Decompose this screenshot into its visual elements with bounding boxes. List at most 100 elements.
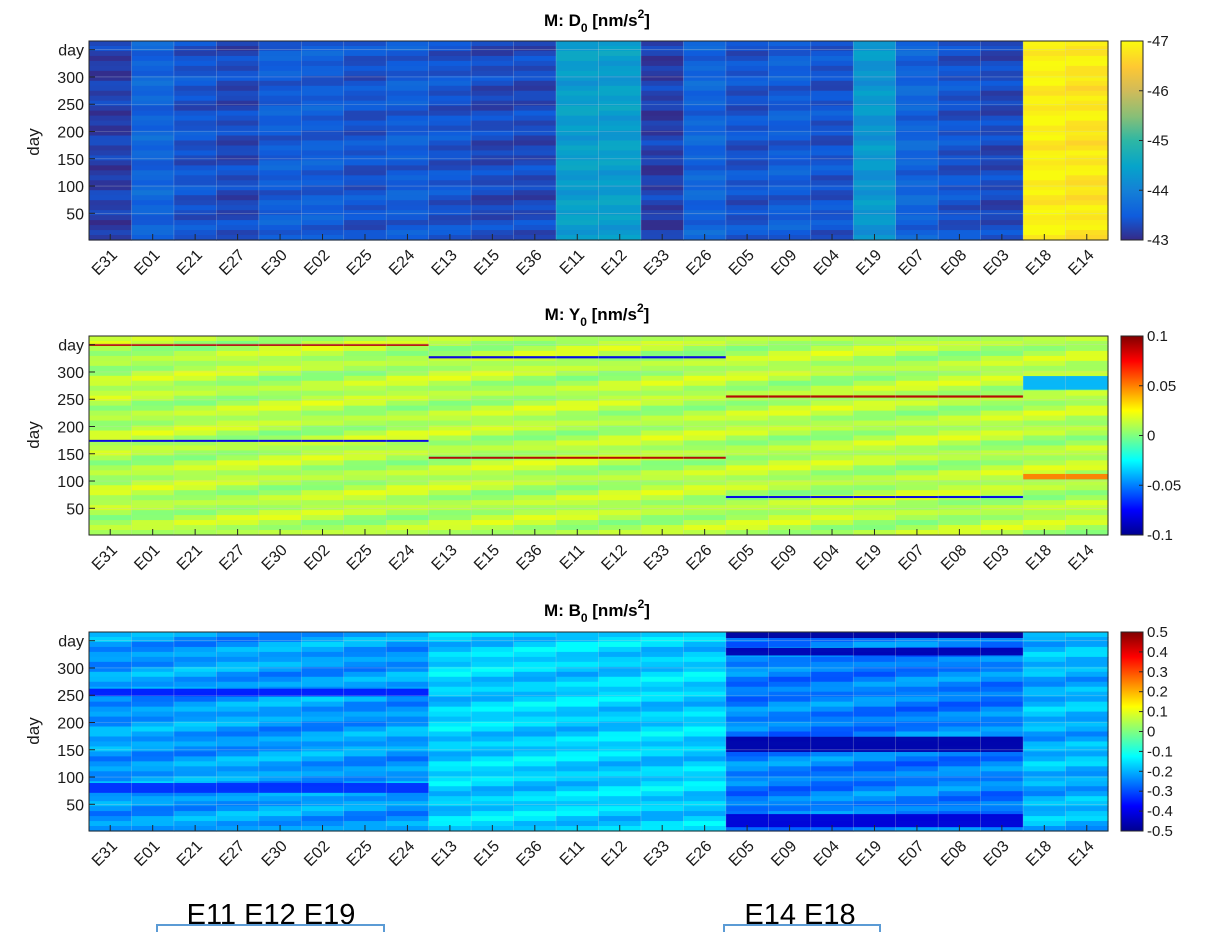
heatmap-cell [258,130,302,137]
heatmap-cell [725,120,769,127]
heatmap-cell [1065,771,1109,777]
heatmap-cell [216,375,260,382]
colorbar-tick-label: -44 [1147,182,1169,199]
heatmap-cell [683,632,727,638]
heatmap-cell [725,796,769,802]
heatmap-cell [556,425,600,432]
heatmap-cell [980,220,1024,226]
heatmap-cell [980,671,1024,678]
heatmap-cell [895,45,939,52]
heatmap-cell [895,490,939,496]
heatmap-cell [556,185,600,191]
heatmap-cell [131,771,175,777]
heatmap-cell [216,430,260,437]
heatmap-cell [725,696,769,703]
heatmap-cell [343,791,387,797]
heatmap-cell [683,495,727,501]
heatmap-cell [768,185,812,191]
heatmap-cell [725,761,769,767]
heatmap-cell [258,205,302,211]
heatmap-cell [301,390,345,397]
heatmap-cell [598,180,642,186]
heatmap-cell [938,205,982,211]
heatmap-cell [725,95,769,102]
heatmap-cell [640,336,685,342]
heatmap-cell [725,170,769,176]
heatmap-cell [980,175,1024,181]
heatmap-cell [513,435,557,442]
heatmap-cell [1023,370,1067,377]
heatmap-cell [1023,175,1067,181]
heatmap-cell [853,465,897,471]
heatmap-cell [598,485,642,491]
heatmap-cell [938,160,982,166]
x-tick-label: E09 [768,247,800,279]
heatmap-cell [895,41,939,47]
heatmap-cell [513,350,557,357]
heatmap-cell [640,771,685,777]
heatmap-cell [471,435,515,442]
heatmap-cell [895,806,939,812]
heatmap-cell [343,460,387,466]
heatmap-cell [343,115,387,122]
heatmap-cell [343,651,387,658]
heatmap-cell [768,470,812,476]
heatmap-cell [428,510,472,516]
heatmap-cell [343,500,387,506]
heatmap-cell [386,395,430,402]
heatmap-cell [173,130,217,137]
heatmap-cell [725,726,769,733]
heatmap-cell [640,345,685,352]
heatmap-cell [853,520,897,526]
heatmap-cell [1023,205,1067,211]
heatmap-cell [131,80,175,87]
x-tick-label: E18 [1023,542,1055,574]
heatmap-cell [853,440,897,447]
heatmap-cell [131,806,175,812]
heatmap-cell [683,170,727,176]
plot-frame [88,335,1109,536]
heatmap-cell [768,220,812,226]
heatmap-cell [683,80,727,87]
heatmap-cell [683,395,727,402]
heatmap-cell [216,741,260,748]
heatmap-cell [598,195,642,201]
heatmap-cell [258,525,302,531]
heatmap-cell [640,741,685,748]
heatmap-cell [683,510,727,516]
heatmap-cell [471,345,515,352]
heatmap-cell [1023,480,1067,486]
heatmap-cell [131,200,175,206]
heatmap-cell [471,420,515,427]
x-tick-label: E27 [216,542,248,574]
heatmap-cell [1023,751,1067,757]
heatmap-cell [895,696,939,703]
x-ticks: E31 E01 E21 E27 E30 E02 E25 E24 E13 E15 E36 E11 E12 E… [89,234,1098,279]
heatmap-cell [895,751,939,757]
heatmap-cell [89,525,133,531]
heatmap-cell [1023,671,1067,678]
heatmap-cell [768,85,812,92]
heatmap-cell [768,170,812,176]
heatmap-cell [556,200,600,206]
heatmap-cell [89,500,133,506]
heatmap-cell [640,696,685,703]
heatmap-cell [895,781,939,787]
heatmap-cell [343,766,387,772]
heatmap-cell [173,175,217,181]
heatmap-cell [640,731,685,738]
heatmap-cell [725,661,769,668]
heatmap-cell [513,120,557,127]
heatmap-cell [428,160,472,166]
heatmap-cell [938,696,982,703]
heatmap-cell [173,661,217,668]
heatmap-cell [683,195,727,201]
heatmap-cell [428,821,472,827]
heatmap-cell [768,450,812,456]
heatmap-cell [556,440,600,447]
heatmap-cell [343,632,387,638]
heatmap-cell [725,786,769,792]
heatmap-cell [216,145,260,152]
heatmap-cell [938,360,982,367]
heatmap-cell [768,661,812,668]
